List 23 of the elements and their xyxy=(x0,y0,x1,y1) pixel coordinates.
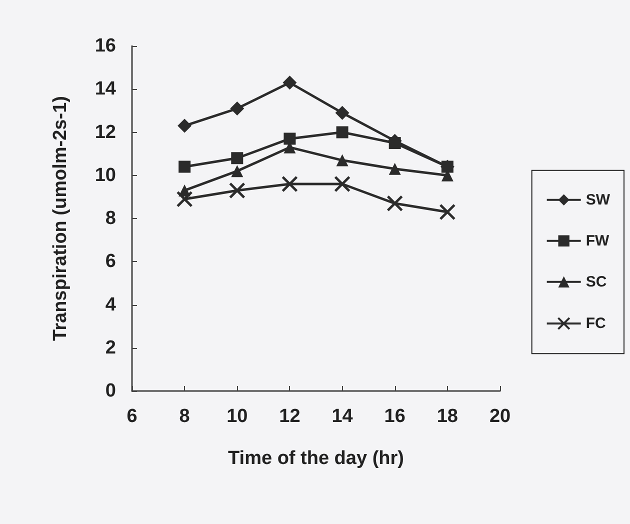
y-tick-label: 16 xyxy=(94,36,116,56)
y-tick-label: 12 xyxy=(94,122,116,143)
y-tick-label: 8 xyxy=(105,208,116,229)
legend-label: SC xyxy=(586,273,607,290)
y-tick-label: 2 xyxy=(105,337,116,358)
y-tick-label: 14 xyxy=(94,78,116,100)
x-axis-title: Time of the day (hr) xyxy=(228,448,404,469)
y-tick-label: 4 xyxy=(105,294,116,316)
y-tick-label: 6 xyxy=(105,251,116,272)
legend-label: SW xyxy=(586,191,611,208)
x-tick-label: 6 xyxy=(126,406,138,427)
y-tick-label: 0 xyxy=(105,380,116,402)
x-tick-label: 20 xyxy=(489,406,511,427)
y-tick-label: 10 xyxy=(94,164,116,186)
x-tick-label: 16 xyxy=(384,406,406,427)
legend-label: FW xyxy=(586,232,610,250)
x-tick-label: 8 xyxy=(179,406,190,427)
y-axis-title: Transpiration (umolm-2s-1) xyxy=(50,96,71,341)
x-tick-label: 10 xyxy=(226,406,248,427)
x-tick-label: 14 xyxy=(332,406,354,427)
legend-label: FC xyxy=(586,315,606,332)
x-tick-label: 18 xyxy=(436,406,458,427)
x-tick-label: 12 xyxy=(279,406,300,427)
